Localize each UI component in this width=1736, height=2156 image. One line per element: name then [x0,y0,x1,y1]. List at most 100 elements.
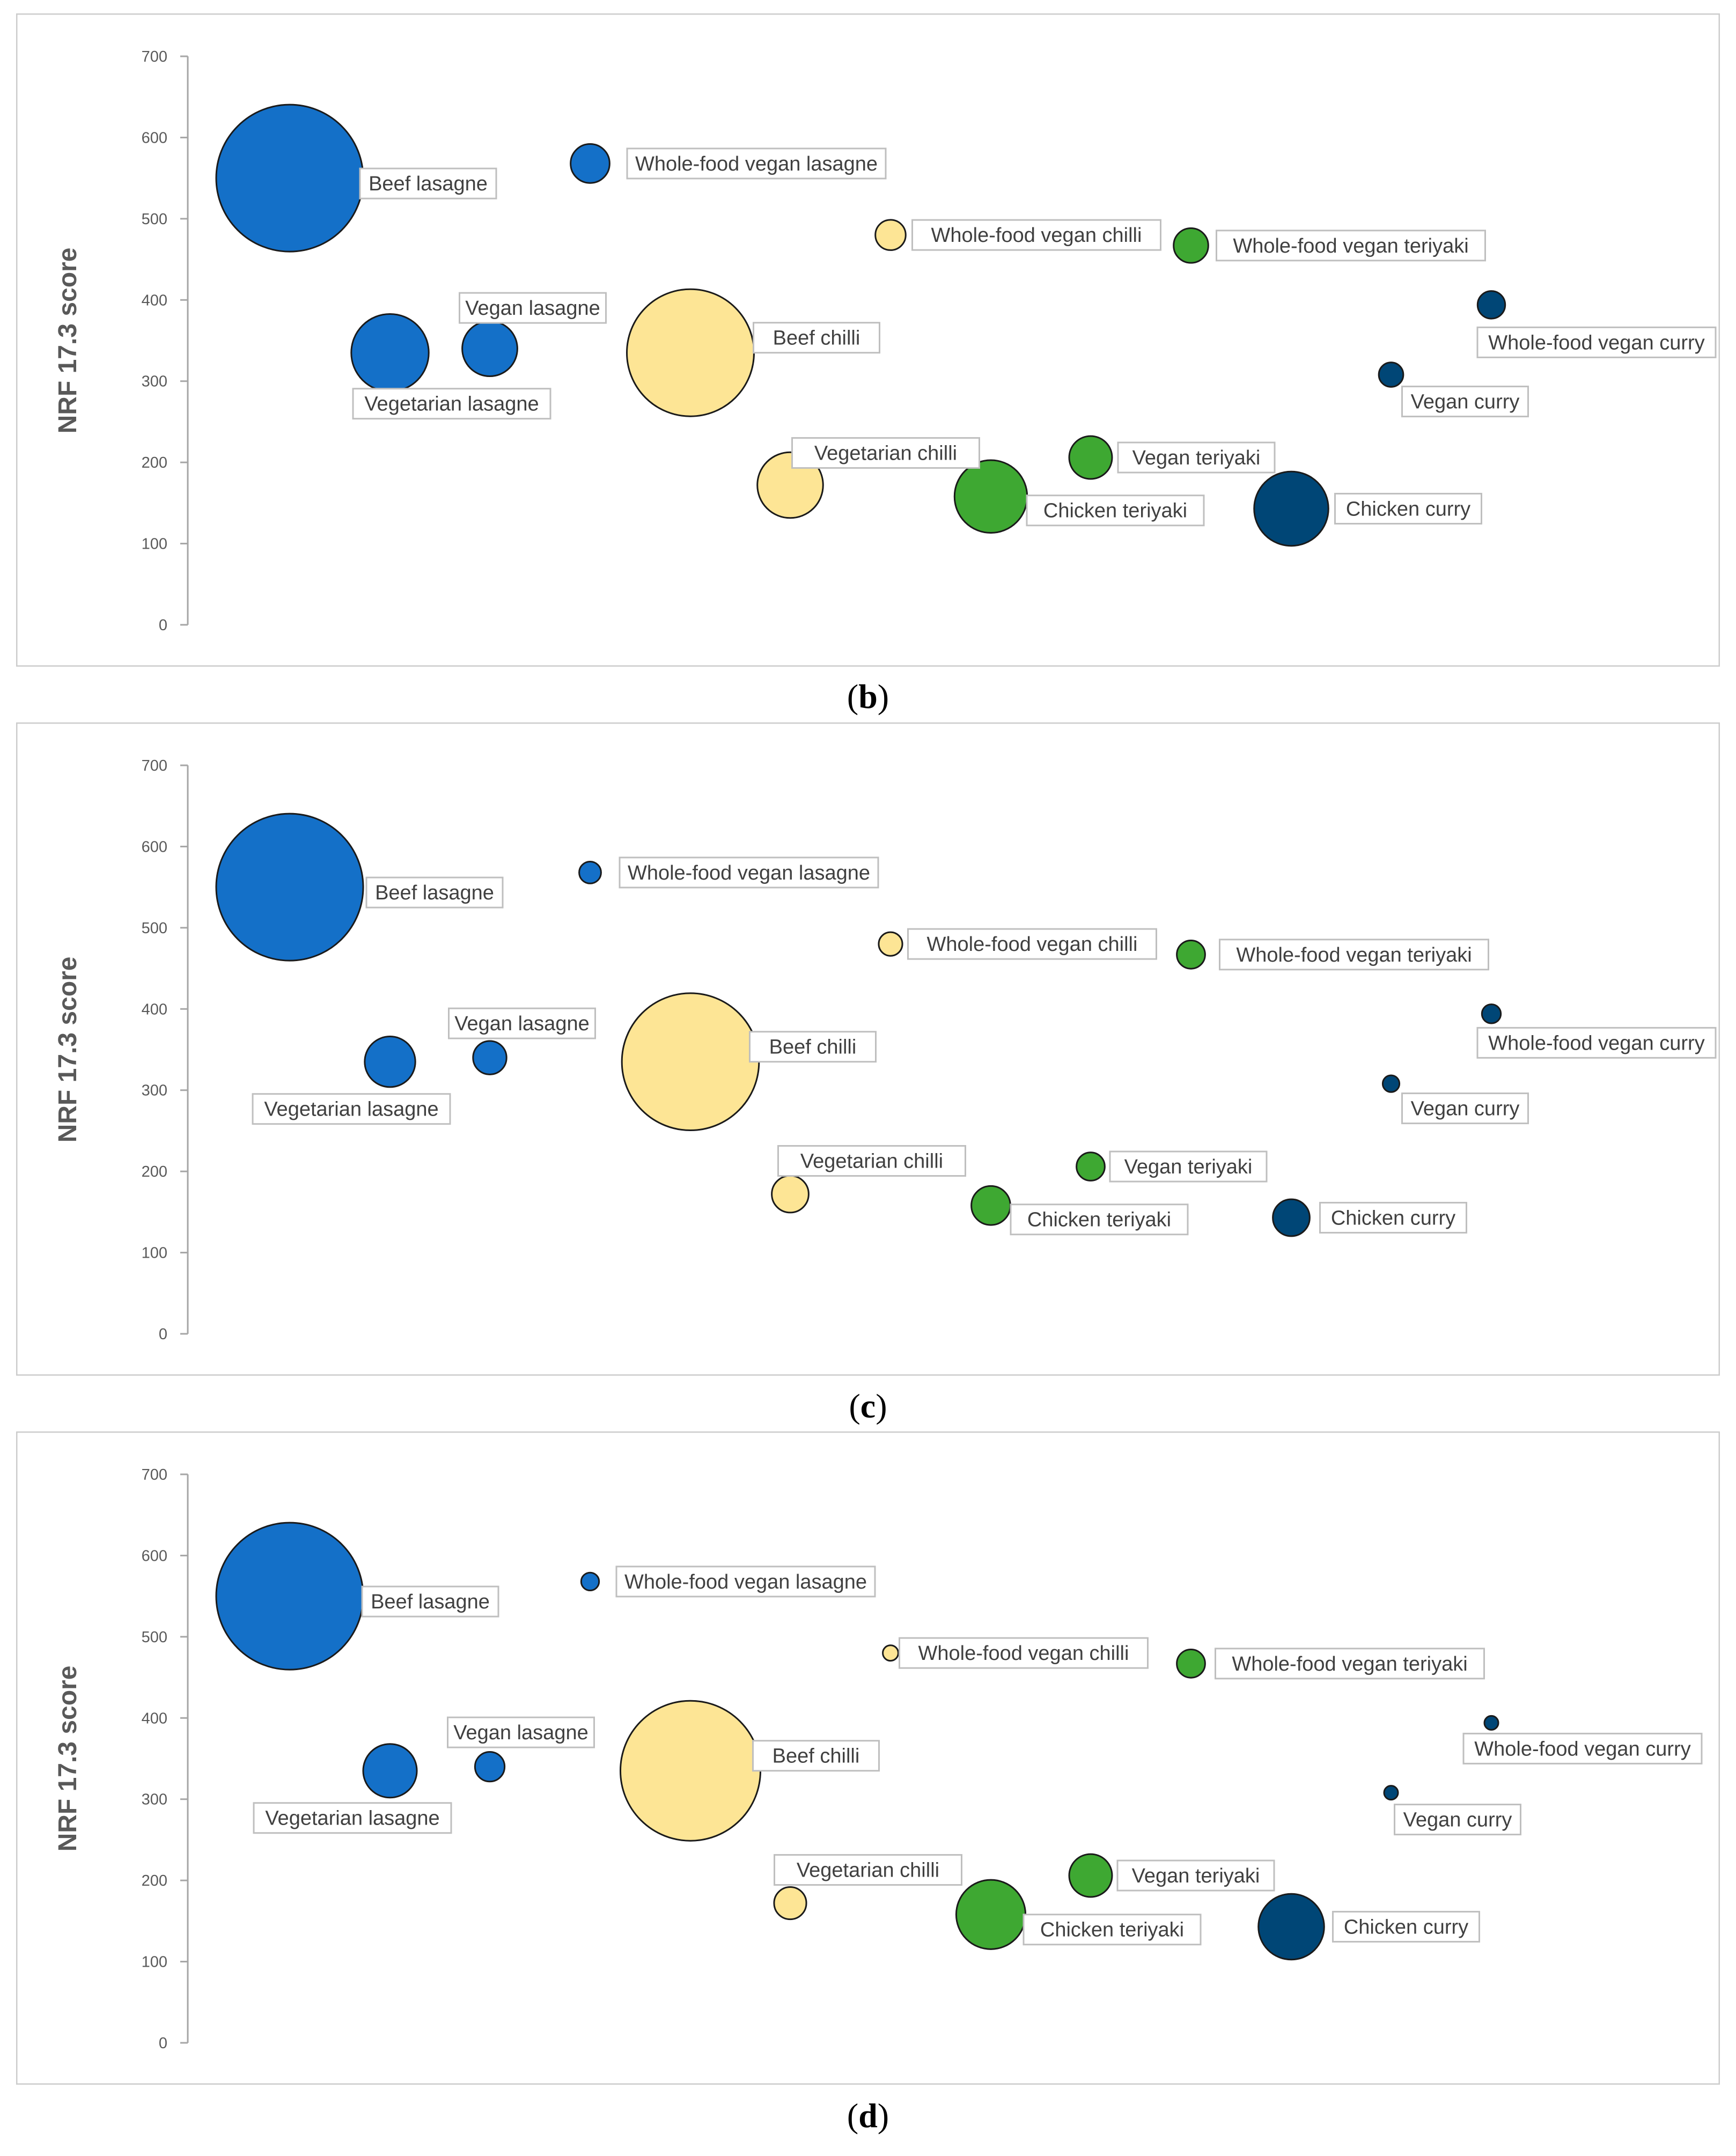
y-tick-label: 100 [142,1954,167,1971]
data-label-box [1219,939,1489,971]
data-label-whole-food-vegan-lasagne: Whole-food vegan lasagne [626,147,887,180]
data-labels-d: Beef lasagne Vegetarian lasagne Vegan lasa… [253,1566,1703,1946]
data-label-box [911,219,1161,251]
y-tick-label: 600 [142,1547,167,1564]
bubble-vegetarian-lasagne [362,1743,418,1799]
caption-c-letter: c [860,1387,876,1425]
bubble-vegetarian-chilli [773,1886,807,1921]
data-label-text: Vegan curry [1411,1098,1520,1120]
data-label-text: Chicken curry [1346,498,1470,520]
data-label-text: Vegetarian chilli [814,442,957,465]
data-label-text: Vegetarian lasagne [364,393,539,416]
data-label-text: Chicken teriyaki [1040,1919,1184,1941]
data-label-text: Vegetarian chilli [800,1150,943,1173]
data-label-vegan-lasagne: Vegan lasagne [448,1007,596,1039]
data-label-text: Whole-food vegan lasagne [635,153,878,175]
bubble-beef-lasagne [215,1522,364,1671]
data-label-box [1476,326,1717,358]
data-label-text: Vegan teriyaki [1124,1156,1253,1178]
data-label-box [752,1740,880,1772]
data-label-beef-chilli: Beef chilli [753,322,880,354]
data-label-text: Chicken curry [1331,1207,1455,1229]
y-tick-label: 200 [142,454,167,471]
data-label-text: Vegan curry [1411,391,1520,414]
bubble-whole-food-vegan-lasagne [570,143,610,184]
bubble-chicken-curry [1253,470,1329,547]
data-label-text: Vegetarian lasagne [265,1807,439,1830]
caption-d: (d) [847,2096,889,2135]
data-label-chicken-curry: Chicken curry [1319,1201,1467,1234]
bubble-beef-chilli [619,1700,762,1842]
y-tick-label: 700 [142,757,167,774]
y-axis-title: NRF 17.3 score [54,1666,82,1852]
data-label-box [774,1854,962,1886]
y-axis-title: NRF 17.3 score [54,248,82,434]
bubble-vegetarian-lasagne [364,1036,416,1088]
data-label-whole-food-vegan-curry: Whole-food vegan curry [1462,1732,1703,1764]
y-tick-label: 400 [142,1710,167,1727]
y-tick-label: 100 [142,1245,167,1262]
bubble-vegan-curry [1378,361,1404,388]
bubble-vegan-curry [1383,1785,1399,1801]
y-tick-label: 0 [159,2035,167,2052]
data-label-whole-food-vegan-chilli: Whole-food vegan chilli [899,1637,1149,1669]
data-label-box [1010,1203,1189,1236]
bubble-whole-food-vegan-chilli [882,1644,899,1662]
data-label-box [777,1145,966,1177]
data-label-text: Whole-food vegan teriyaki [1233,235,1468,257]
data-label-text: Whole-food vegan teriyaki [1232,1653,1467,1675]
bubble-vegan-teriyaki [1068,1853,1113,1898]
y-axis-d: 0 100 200 300 400 500 600 700 [142,1466,189,2052]
data-label-box [907,928,1157,960]
bubble-whole-food-vegan-curry [1481,1003,1502,1024]
caption-d-letter: d [858,2096,878,2135]
data-label-vegetarian-chilli: Vegetarian chilli [777,1145,966,1177]
data-label-text: Vegan teriyaki [1132,447,1261,469]
data-label-text: Whole-food vegan teriyaki [1236,944,1472,966]
data-label-box [1319,1201,1467,1234]
data-label-text: Beef chilli [769,1036,857,1059]
caption-c: (c) [849,1387,887,1425]
bubble-vegetarian-lasagne [350,313,430,393]
data-label-beef-lasagne: Beef lasagne [365,876,504,909]
data-label-box [1215,1648,1485,1680]
y-tick-label: 300 [142,373,167,390]
data-label-beef-chilli: Beef chilli [752,1740,880,1772]
data-label-box [359,167,497,200]
data-label-text: Whole-food vegan lasagne [628,862,870,884]
data-label-vegetarian-lasagne: Vegetarian lasagne [253,1802,452,1834]
data-label-vegan-lasagne: Vegan lasagne [459,292,607,324]
data-label-text: Beef lasagne [371,1591,490,1613]
y-tick-label: 700 [142,1466,167,1483]
data-label-text: Chicken curry [1344,1916,1468,1938]
data-label-beef-lasagne: Beef lasagne [359,167,497,200]
bubble-whole-food-vegan-teriyaki [1173,227,1209,264]
y-axis-b: 0 100 200 300 400 500 600 700 [142,48,189,634]
bubble-chicken-teriyaki [970,1185,1011,1226]
bubble-beef-chilli [626,288,755,417]
caption-b: (b) [847,677,889,715]
data-label-box [252,1093,451,1125]
bubble-whole-food-vegan-teriyaki [1176,939,1206,970]
y-tick-label: 500 [142,1629,167,1646]
data-labels-c: Beef lasagne Vegetarian lasagne Vegan lasa… [252,857,1717,1236]
data-label-whole-food-vegan-teriyaki: Whole-food vegan teriyaki [1216,230,1486,262]
data-label-box [1334,492,1482,525]
data-label-box [749,1031,877,1063]
data-label-box [1401,386,1529,418]
data-label-chicken-teriyaki: Chicken teriyaki [1026,494,1205,527]
caption-b-letter: b [858,677,878,715]
y-tick-label: 400 [142,292,167,309]
bubble-chart-d-svg: 0 100 200 300 400 500 600 700 NRF 17.3 score Beef… [16,1431,1720,2085]
bubble-vegan-teriyaki [1076,1151,1106,1182]
data-label-box [365,876,504,909]
data-label-text: Vegan lasagne [453,1722,588,1744]
y-tick-label: 500 [142,920,167,937]
data-label-text: Whole-food vegan chilli [927,933,1138,956]
data-label-whole-food-vegan-lasagne: Whole-food vegan lasagne [619,857,879,889]
bubble-vegan-lasagne [472,1040,507,1075]
data-label-box [459,292,607,324]
data-label-box [1117,441,1276,474]
bubble-chart-c: 0 100 200 300 400 500 600 700 NRF 17.3 score Beef… [16,722,1720,1376]
data-label-box [1116,1859,1275,1892]
